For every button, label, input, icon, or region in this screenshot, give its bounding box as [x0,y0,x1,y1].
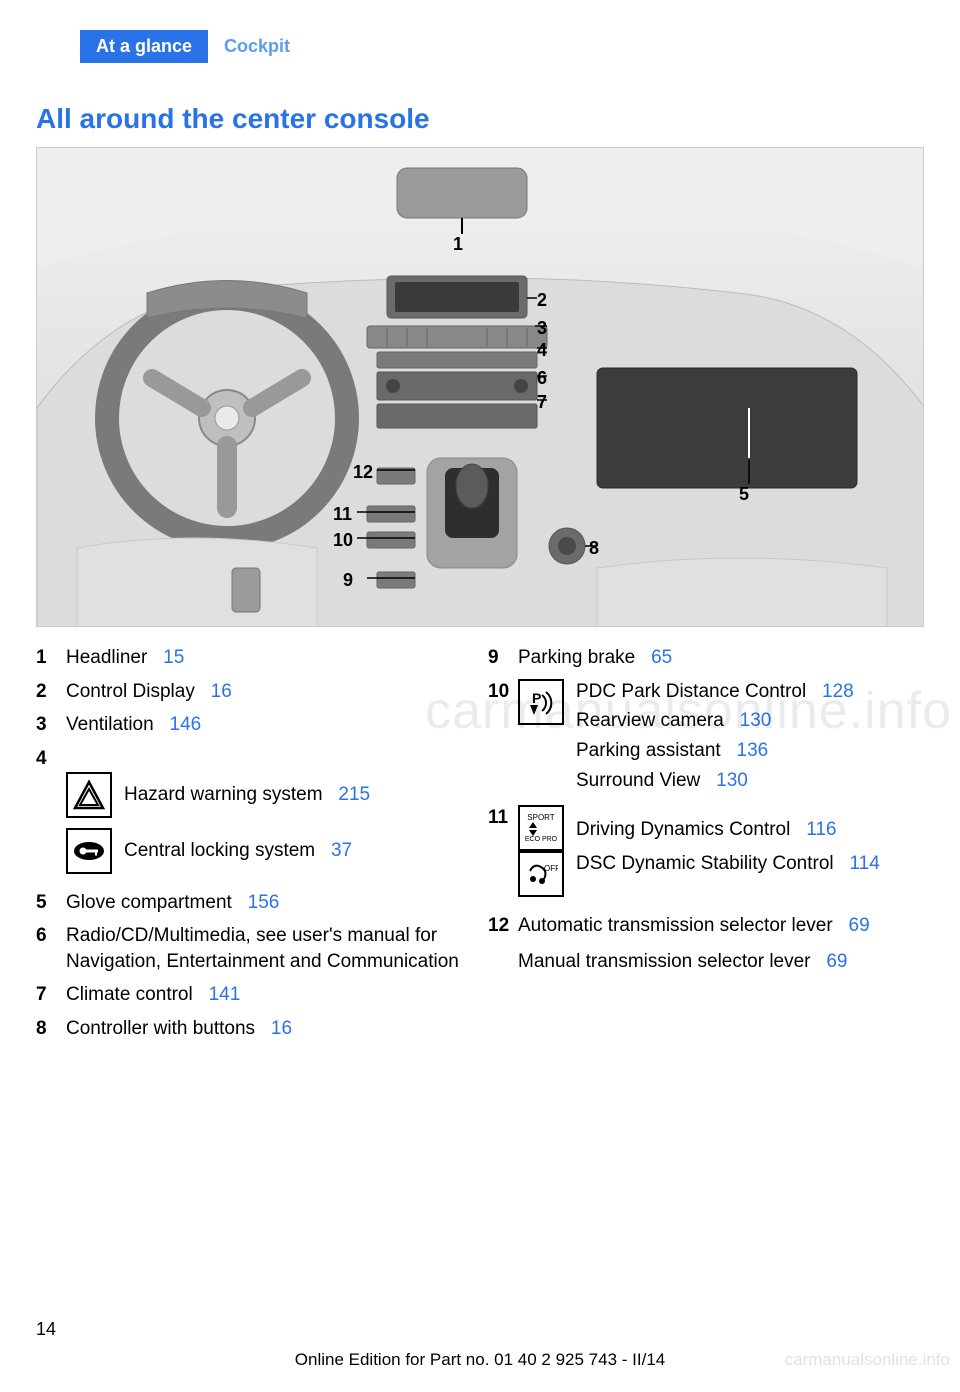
legend-columns: 1 Headliner 15 2 Control Display 16 3 Ve… [36,645,960,1050]
legend-num: 7 [36,982,66,1008]
page-ref-link[interactable]: 156 [248,892,280,913]
diagram-callout-10: 10 [333,530,353,551]
legend-text: Climate control [66,984,193,1005]
legend-item-2: 2 Control Display 16 [36,679,470,705]
legend-subitem-hazard: Hazard warning system 215 [66,772,470,818]
legend-num: 6 [36,923,66,949]
legend-text: Central locking system [124,840,315,861]
svg-text:P: P [532,690,541,706]
diagram-callout-3: 3 [537,318,547,339]
legend-subitem-lock: Central locking system 37 [66,828,470,874]
legend-num: 11 [488,805,518,831]
legend-num: 12 [488,913,518,939]
dsc-off-icon: OFF [518,851,564,897]
page-ref-link[interactable]: 65 [651,647,672,668]
legend-item-7: 7 Climate control 141 [36,982,470,1008]
legend-num: 10 [488,679,518,705]
legend-item-12: 12 Automatic transmission selector lever… [488,913,922,978]
legend-text: PDC Park Distance Control [576,681,806,702]
svg-text:OFF: OFF [544,864,558,873]
diagram-callout-1: 1 [453,234,463,255]
legend-item-10: 10 P PDC Park Distance Control 128 Rearv… [488,679,922,798]
legend-text: Rearview camera [576,710,724,731]
legend-item-4: 4 [36,746,470,772]
page-ref-link[interactable]: 69 [826,951,847,972]
legend-num: 5 [36,890,66,916]
page-ref-link[interactable]: 116 [806,819,836,840]
legend-text: Parking brake [518,647,635,668]
page-ref-link[interactable]: 37 [331,840,352,861]
legend-text: Ventilation [66,714,154,735]
page-ref-link[interactable]: 15 [163,647,184,668]
page-ref-link[interactable]: 16 [271,1018,292,1039]
legend-num: 2 [36,679,66,705]
legend-num: 4 [36,746,66,772]
legend-left-column: 1 Headliner 15 2 Control Display 16 3 Ve… [36,645,470,1050]
legend-right-column: 9 Parking brake 65 10 P PDC Park Distanc… [488,645,922,1050]
page-ref-link[interactable]: 130 [716,770,748,791]
page-ref-link[interactable]: 130 [740,710,772,731]
page-ref-link[interactable]: 141 [209,984,241,1005]
page-number: 14 [36,1319,56,1340]
legend-num: 1 [36,645,66,671]
legend-item-5: 5 Glove compartment 156 [36,890,470,916]
page-ref-link[interactable]: 146 [170,714,202,735]
pdc-sensor-icon: P [518,679,564,725]
legend-item-3: 3 Ventilation 146 [36,712,470,738]
legend-num: 3 [36,712,66,738]
diagram-callout-12: 12 [353,462,373,483]
footer-site-watermark: carmanualsonline.info [785,1350,950,1370]
diagram-callout-4: 4 [537,340,547,361]
legend-text: Glove compartment [66,892,232,913]
diagram-callout-9: 9 [343,570,353,591]
breadcrumb-tabs: At a glance Cockpit [80,30,960,63]
page-ref-link[interactable]: 69 [849,915,870,936]
diagram-callout-7: 7 [537,392,547,413]
legend-text: Controller with buttons [66,1018,255,1039]
page-ref-link[interactable]: 215 [338,784,370,805]
hazard-triangle-icon [66,772,112,818]
legend-item-6: 6 Radio/CD/Multimedia, see user's manual… [36,923,470,974]
tab-cockpit[interactable]: Cockpit [208,30,306,63]
legend-text: Hazard warning system [124,784,323,805]
legend-text: Radio/CD/Multimedia, see user's manual f… [66,925,459,972]
sport-eco-icon: SPORT ECO PRO [518,805,564,851]
legend-text: Surround View [576,770,700,791]
tab-at-a-glance[interactable]: At a glance [80,30,208,63]
legend-item-9: 9 Parking brake 65 [488,645,922,671]
legend-num: 8 [36,1016,66,1042]
legend-text: Parking assistant [576,740,721,761]
diagram-callout-2: 2 [537,290,547,311]
diagram-callout-5: 5 [739,484,749,505]
legend-text: Automatic transmission selector lever [518,915,833,936]
page-ref-link[interactable]: 128 [822,681,854,702]
diagram-callout-11: 11 [333,504,352,525]
legend-item-11: 11 SPORT ECO PRO Driving Dynamics Contro… [488,805,922,851]
legend-text: Control Display [66,681,195,702]
legend-item-8: 8 Controller with buttons 16 [36,1016,470,1042]
diagram-callout-6: 6 [537,368,547,389]
center-console-diagram: 1 2 3 4 6 7 12 11 10 9 8 5 [36,147,924,627]
lock-key-icon [66,828,112,874]
legend-text: Driving Dynamics Control [576,819,790,840]
legend-num: 9 [488,645,518,671]
legend-text: DSC Dynamic Stability Control [576,853,834,874]
legend-subitem-dsc: OFF DSC Dynamic Stability Control 114 [518,851,922,897]
section-title: All around the center console [36,103,960,135]
diagram-callout-8: 8 [589,538,599,559]
legend-text: Headliner [66,647,147,668]
legend-item-1: 1 Headliner 15 [36,645,470,671]
page-ref-link[interactable]: 136 [737,740,769,761]
page-ref-link[interactable]: 16 [211,681,232,702]
page-ref-link[interactable]: 114 [849,853,879,874]
legend-text: Manual transmission selector lever [518,951,811,972]
